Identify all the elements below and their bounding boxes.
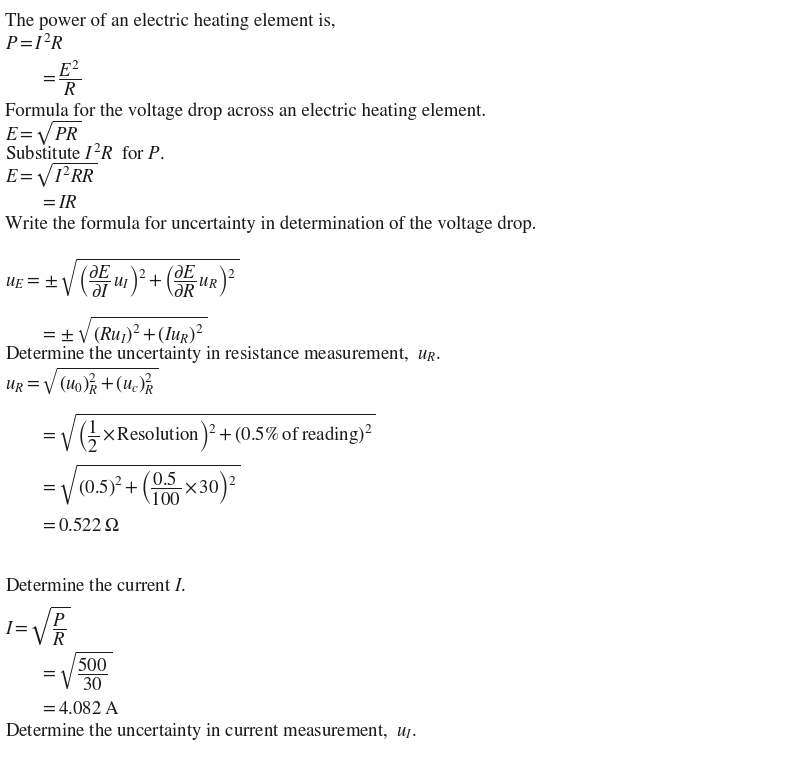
Text: $I = \sqrt{\dfrac{P}{R}}$: $I = \sqrt{\dfrac{P}{R}}$: [5, 604, 71, 647]
Text: Write the formula for uncertainty in determination of the voltage drop.: Write the formula for uncertainty in det…: [5, 216, 536, 233]
Text: Formula for the voltage drop across an electric heating element.: Formula for the voltage drop across an e…: [5, 102, 486, 119]
Text: $u_R = \sqrt{\left(u_0\right)^2_R + \left(u_c\right)^2_R}$: $u_R = \sqrt{\left(u_0\right)^2_R + \lef…: [5, 366, 158, 397]
Text: Substitute $I^2R$  for $P$.: Substitute $I^2R$ for $P$.: [5, 144, 165, 164]
Text: $= 0.522\;\Omega$: $= 0.522\;\Omega$: [40, 517, 119, 535]
Text: $= \sqrt{\left(0.5\right)^2 + \left(\dfrac{0.5}{100}\times 30\right)^{2}}$: $= \sqrt{\left(0.5\right)^2 + \left(\dfr…: [40, 462, 240, 508]
Text: $E = \sqrt{PR}$: $E = \sqrt{PR}$: [5, 119, 82, 148]
Text: $u_E = \pm\sqrt{\left(\dfrac{\partial E}{\partial I}\,u_I\right)^{2} + \left(\df: $u_E = \pm\sqrt{\left(\dfrac{\partial E}…: [5, 256, 239, 300]
Text: $P = I^2R$: $P = I^2R$: [5, 34, 63, 54]
Text: $= \sqrt{\left(\dfrac{1}{2}\times\mathrm{Resolution}\right)^{2} + \left(0.5\%\;\: $= \sqrt{\left(\dfrac{1}{2}\times\mathrm…: [40, 412, 376, 455]
Text: Determine the uncertainty in current measurement,  $u_I$.: Determine the uncertainty in current mea…: [5, 720, 417, 742]
Text: Determine the uncertainty in resistance measurement,  $u_R$.: Determine the uncertainty in resistance …: [5, 343, 441, 365]
Text: $= \sqrt{\dfrac{500}{30}}$: $= \sqrt{\dfrac{500}{30}}$: [40, 650, 113, 693]
Text: Determine the current $I$.: Determine the current $I$.: [5, 577, 186, 595]
Text: $= \pm\sqrt{\left(Ru_I\right)^2 + \left(Iu_R\right)^2}$: $= \pm\sqrt{\left(Ru_I\right)^2 + \left(…: [40, 314, 207, 346]
Text: $E = \sqrt{I^2RR}$: $E = \sqrt{I^2RR}$: [5, 161, 98, 190]
Text: The power of an electric heating element is,: The power of an electric heating element…: [5, 12, 335, 30]
Text: $= 4.082\;\mathrm{A}$: $= 4.082\;\mathrm{A}$: [40, 701, 119, 718]
Text: $=\dfrac{E^2}{R}$: $=\dfrac{E^2}{R}$: [40, 59, 82, 98]
Text: $= IR$: $= IR$: [40, 194, 78, 212]
